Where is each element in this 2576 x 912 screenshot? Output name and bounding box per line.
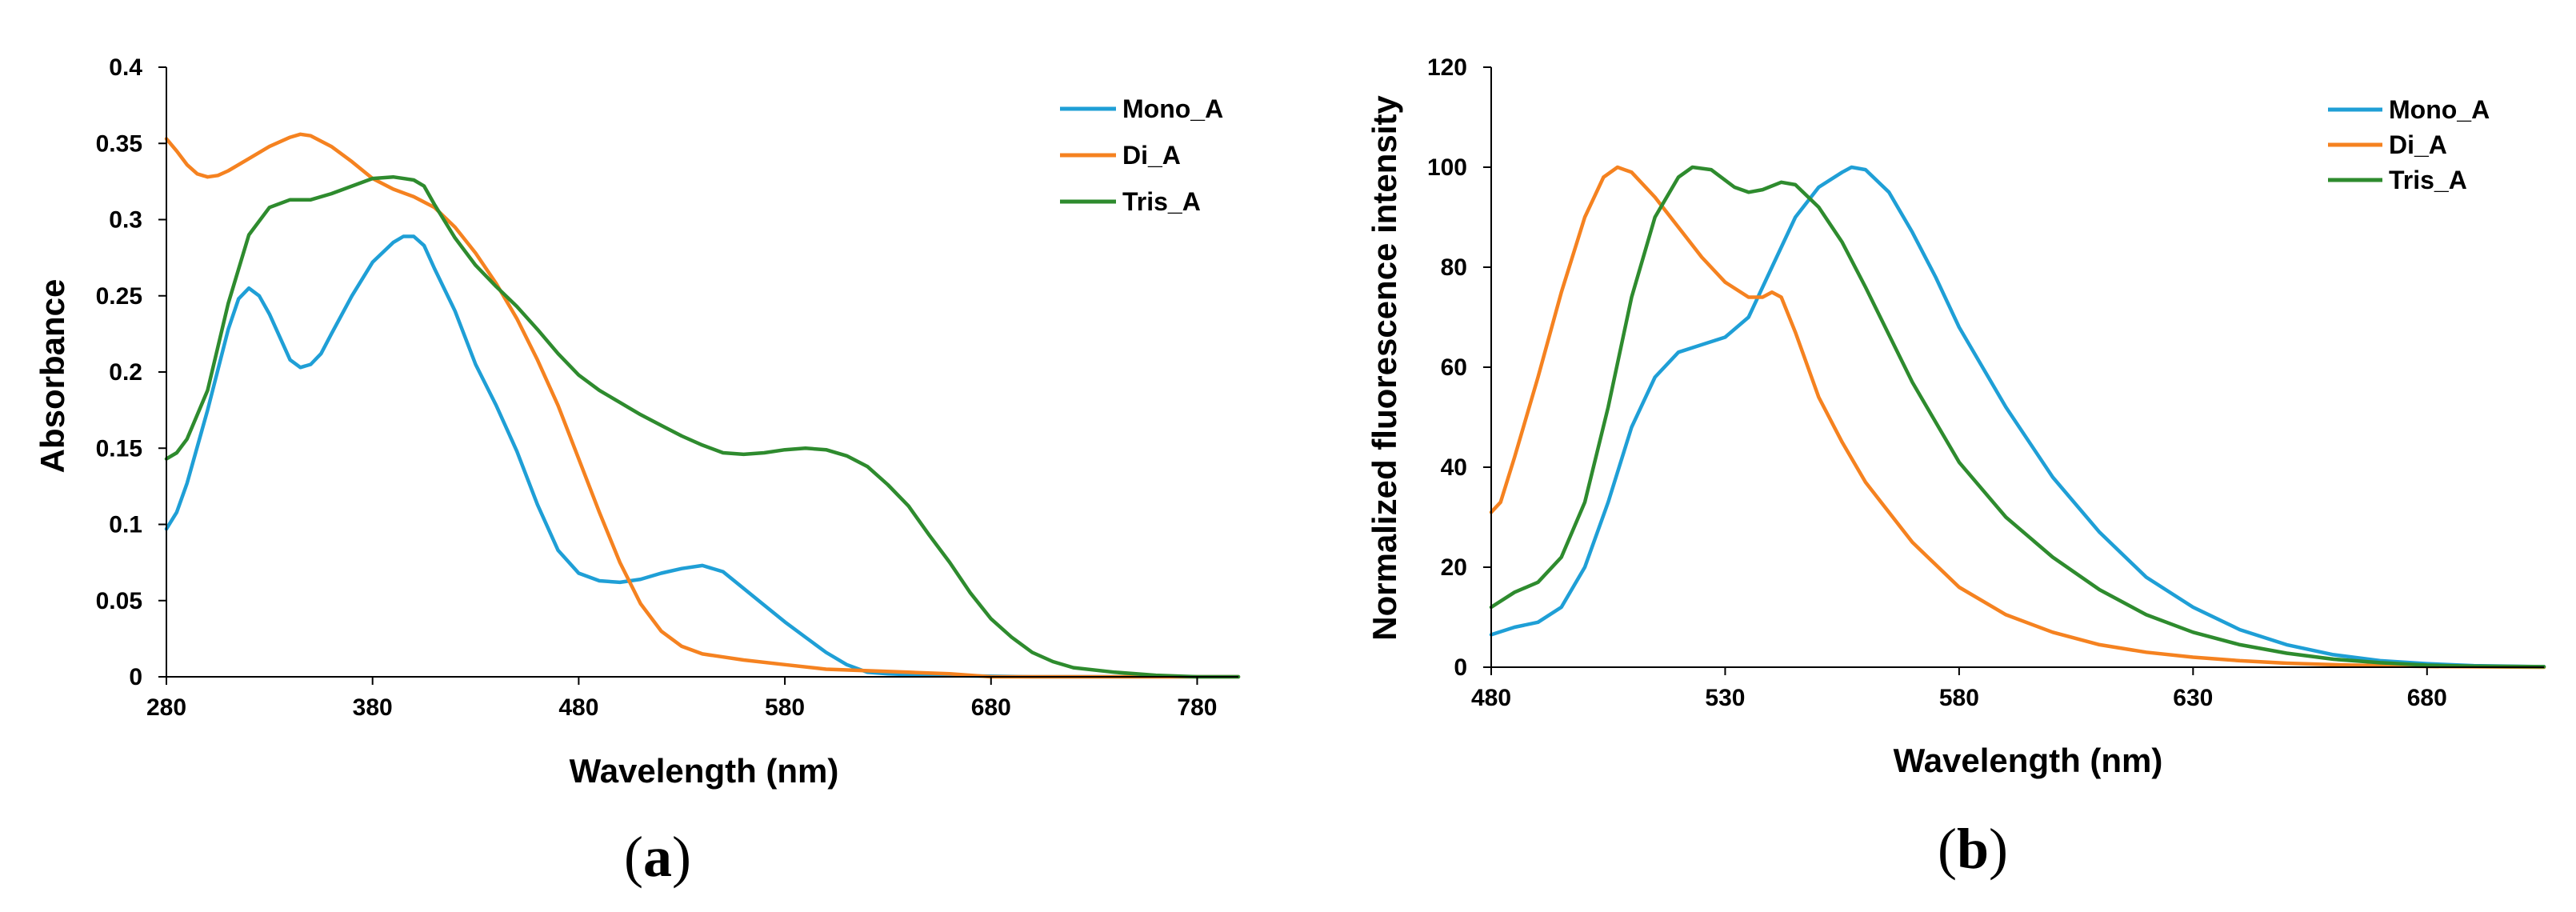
fluorescence-series-mono-a: [1489, 165, 2546, 669]
absorbance-y-tick-label: 0.2: [109, 359, 142, 386]
fluorescence-y-tick-label: 0: [1454, 654, 1467, 681]
absorbance-y-tick-label: 0.1: [109, 512, 142, 538]
absorbance-x-tick-label: 780: [1177, 694, 1217, 721]
absorbance-legend-label: Tris_A: [1122, 187, 1201, 216]
fluorescence-legend-label: Tris_A: [2389, 166, 2467, 194]
fluorescence-y-tick-label: 60: [1441, 354, 1467, 381]
fluorescence-legend-label: Mono_A: [2389, 95, 2490, 124]
fluorescence-x-ticks: 480 530 580 630 680: [1471, 667, 2447, 711]
absorbance-y-tick-label: 0.3: [109, 207, 142, 234]
fluorescence-x-tick-label: 580: [1939, 685, 1979, 711]
absorbance-y-axis-title: Absorbance: [34, 279, 71, 474]
fluorescence-y-tick-label: 100: [1427, 154, 1467, 181]
panel-label-b: (b): [1938, 817, 2008, 881]
absorbance-y-tick-label: 0.05: [96, 588, 142, 614]
panel-label-b-letter: b: [1957, 817, 1989, 881]
fluorescence-legend-label: Di_A: [2389, 130, 2447, 159]
fluorescence-x-tick-label: 680: [2407, 685, 2447, 711]
absorbance-x-ticks: 280 380 480 580 680 780: [146, 677, 1217, 721]
absorbance-y-tick-label: 0.4: [109, 54, 142, 81]
fluorescence-series-lines: [1489, 165, 2546, 670]
fluorescence-y-axis-title: Normalized fluorescence intensity: [1366, 95, 1403, 641]
fluorescence-y-ticks: 0 20 40 60 80 100 120: [1427, 54, 1491, 681]
absorbance-x-tick-label: 680: [971, 694, 1011, 721]
fluorescence-y-tick-label: 40: [1441, 454, 1467, 481]
absorbance-chart: 0 0.05 0.1 0.15 0.2 0.25 0.3 0.35 0.4 280 380 480 5…: [34, 54, 1241, 889]
absorbance-y-tick-label: 0.15: [96, 435, 142, 462]
absorbance-y-tick-label: 0: [129, 664, 142, 690]
fluorescence-legend: Mono_A Di_A Tris_A: [2328, 95, 2490, 194]
fluorescence-x-tick-label: 480: [1471, 685, 1511, 711]
absorbance-legend-label: Mono_A: [1122, 94, 1223, 123]
panel-label-a-letter: a: [643, 825, 672, 889]
fluorescence-x-tick-label: 530: [1705, 685, 1745, 711]
fluorescence-series-di-a: [1489, 165, 2546, 670]
absorbance-legend: Mono_A Di_A Tris_A: [1060, 94, 1223, 216]
absorbance-legend-label: Di_A: [1122, 141, 1181, 170]
fluorescence-series-tris-a: [1489, 165, 2546, 669]
fluorescence-y-tick-label: 80: [1441, 254, 1467, 281]
absorbance-x-tick-label: 580: [765, 694, 805, 721]
fluorescence-chart: 0 20 40 60 80 100 120 480 530 580 630 680 Normaliz…: [1366, 54, 2546, 881]
fluorescence-y-tick-label: 20: [1441, 554, 1467, 581]
absorbance-x-tick-label: 480: [558, 694, 598, 721]
absorbance-series-tris-a: [164, 174, 1241, 679]
absorbance-y-ticks: 0 0.05 0.1 0.15 0.2 0.25 0.3 0.35 0.4: [96, 54, 166, 690]
absorbance-series-mono-a: [164, 234, 1241, 679]
fluorescence-x-tick-label: 630: [2173, 685, 2213, 711]
absorbance-x-tick-label: 380: [353, 694, 393, 721]
absorbance-x-tick-label: 280: [146, 694, 186, 721]
fluorescence-y-tick-label: 120: [1427, 54, 1467, 81]
absorbance-y-tick-label: 0.35: [96, 130, 142, 157]
absorbance-x-axis-title: Wavelength (nm): [570, 752, 839, 790]
fluorescence-x-axis-title: Wavelength (nm): [1894, 742, 2163, 779]
absorbance-series-lines: [164, 132, 1241, 679]
absorbance-y-tick-label: 0.25: [96, 283, 142, 310]
absorbance-series-di-a: [164, 132, 1241, 679]
panel-label-a: (a): [624, 825, 691, 889]
